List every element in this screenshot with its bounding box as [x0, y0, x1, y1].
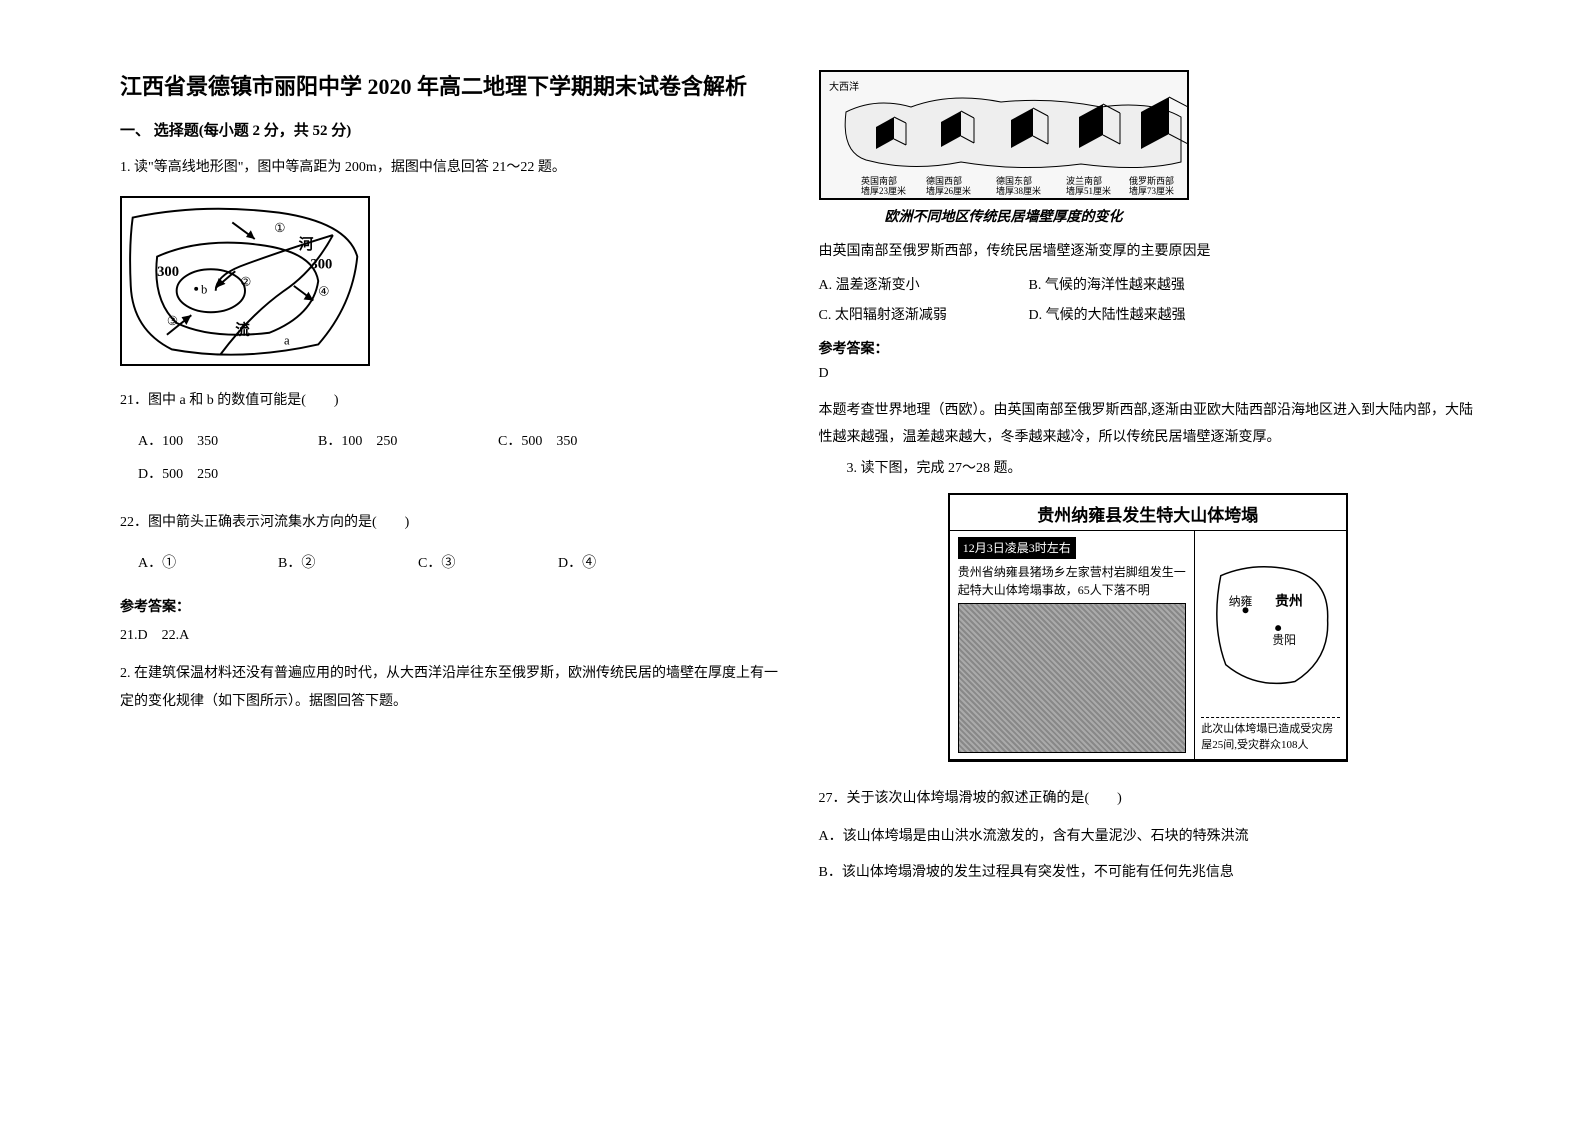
svg-text:墙厚23厘米: 墙厚23厘米 [861, 185, 906, 196]
q3-sub27-a: A．该山体垮塌是由山洪水流激发的，含有大量泥沙、石块的特殊洪流 [819, 823, 1478, 851]
news-figure: 贵州纳雍县发生特大山体垮塌 12月3日凌晨3时左右 贵州省纳雍县猪场乡左家营村岩… [948, 493, 1348, 762]
left-column: 江西省景德镇市丽阳中学 2020 年高二地理下学期期末试卷含解析 一、 选择题(… [100, 70, 799, 1082]
news-time-tag: 12月3日凌晨3时左右 [958, 537, 1076, 559]
svg-text:德国西部: 德国西部 [926, 175, 962, 186]
svg-text:300: 300 [310, 256, 332, 272]
q1-intro: 1. 读"等高线地形图"，图中等高距为 200m，据图中信息回答 21～22 题… [120, 154, 779, 182]
svg-text:墙厚73厘米: 墙厚73厘米 [1129, 185, 1174, 196]
opt-a: A．① [138, 547, 278, 581]
opt-d: D. 气候的大陆性越来越强 [1029, 304, 1239, 324]
q2-intro: 2. 在建筑保温材料还没有普遍应用的时代，从大西洋沿岸往东至俄罗斯，欧洲传统民居… [120, 660, 779, 716]
news-photo [958, 603, 1187, 753]
answer-label: 参考答案： [120, 596, 779, 616]
q2-explanation: 本题考查世界地理（西欧）。由英国南部至俄罗斯西部,逐渐由亚欧大陆西部沿海地区进入… [819, 398, 1478, 451]
news-right: 纳雍 贵州 贵阳 此次山体垮塌已造成受灾房屋25间,受灾群众108人 [1195, 531, 1345, 759]
europe-map-svg: 大西洋 英国南部墙厚23厘米 德国西部墙厚26厘米 德国东部墙厚38厘米 波兰南… [821, 72, 1189, 200]
svg-text:河: 河 [299, 235, 314, 253]
svg-text:贵州: 贵州 [1275, 593, 1303, 609]
answer-label: 参考答案： [819, 338, 1478, 358]
q2-options: A. 温差逐渐变小 B. 气候的海洋性越来越强 C. 太阳辐射逐渐减弱 D. 气… [819, 274, 1239, 324]
q2-question: 由英国南部至俄罗斯西部，传统民居墙壁逐渐变厚的主要原因是 [819, 238, 1478, 266]
contour-svg: ① 河 300 300 b ② ④ ③ 流 a [122, 198, 368, 364]
mini-map: 纳雍 贵州 贵阳 [1201, 537, 1339, 713]
svg-text:英国南部: 英国南部 [861, 175, 897, 186]
opt-d: D．④ [558, 547, 698, 581]
svg-text:俄罗斯西部: 俄罗斯西部 [1129, 175, 1174, 186]
svg-text:纳雍: 纳雍 [1229, 595, 1253, 609]
opt-a: A. 温差逐渐变小 [819, 274, 1029, 294]
q1-answer: 21.D 22.A [120, 624, 779, 644]
q1-sub22: 22．图中箭头正确表示河流集水方向的是( ) [120, 508, 779, 539]
q1-sub21: 21．图中 a 和 b 的数值可能是( ) [120, 386, 779, 417]
news-body: 12月3日凌晨3时左右 贵州省纳雍县猪场乡左家营村岩脚组发生一起特大山体垮塌事故… [950, 531, 1346, 760]
svg-text:①: ① [274, 221, 285, 235]
right-column: 大西洋 英国南部墙厚23厘米 德国西部墙厚26厘米 德国东部墙厚38厘米 波兰南… [799, 70, 1498, 1082]
svg-text:②: ② [240, 275, 251, 289]
svg-text:300: 300 [157, 264, 179, 280]
news-left: 12月3日凌晨3时左右 贵州省纳雍县猪场乡左家营村岩脚组发生一起特大山体垮塌事故… [950, 531, 1196, 759]
svg-text:德国东部: 德国东部 [996, 175, 1032, 186]
section-header: 一、 选择题(每小题 2 分，共 52 分) [120, 119, 779, 140]
svg-text:波兰南部: 波兰南部 [1066, 175, 1102, 186]
svg-text:b: b [201, 283, 207, 297]
svg-text:墙厚51厘米: 墙厚51厘米 [1066, 185, 1111, 196]
opt-c: C. 太阳辐射逐渐减弱 [819, 304, 1029, 324]
q3-intro: 3. 读下图，完成 27～28 题。 [819, 455, 1478, 483]
doc-title: 江西省景德镇市丽阳中学 2020 年高二地理下学期期末试卷含解析 [120, 70, 779, 103]
contour-figure: ① 河 300 300 b ② ④ ③ 流 a [120, 196, 370, 366]
svg-text:墙厚38厘米: 墙厚38厘米 [996, 185, 1041, 196]
q1-sub22-options: A．① B．② C．③ D．④ [138, 547, 779, 581]
opt-c: C．③ [418, 547, 558, 581]
svg-text:流: 流 [235, 321, 250, 339]
opt-a: A．100 350 [138, 425, 318, 459]
europe-map-figure: 大西洋 英国南部墙厚23厘米 德国西部墙厚26厘米 德国东部墙厚38厘米 波兰南… [819, 70, 1189, 200]
opt-b: B. 气候的海洋性越来越强 [1029, 274, 1239, 294]
opt-b: B．② [278, 547, 418, 581]
q2-answer: D [819, 366, 1478, 382]
svg-text:④: ④ [318, 285, 329, 299]
q1-sub21-options: A．100 350 B．100 250 C．500 350 D．500 250 [138, 425, 779, 492]
news-footer-note: 此次山体垮塌已造成受灾房屋25间,受灾群众108人 [1201, 717, 1339, 753]
opt-c: C．500 350 [498, 425, 678, 459]
opt-b: B．100 250 [318, 425, 498, 459]
q3-sub27-b: B．该山体垮塌滑坡的发生过程具有突发性，不可能有任何先兆信息 [819, 859, 1478, 887]
news-body-text: 贵州省纳雍县猪场乡左家营村岩脚组发生一起特大山体垮塌事故，65人下落不明 [958, 563, 1187, 599]
svg-text:a: a [284, 333, 290, 347]
svg-text:贵阳: 贵阳 [1272, 633, 1296, 647]
opt-d: D．500 250 [138, 458, 318, 492]
news-title: 贵州纳雍县发生特大山体垮塌 [950, 495, 1346, 531]
europe-map-caption: 欧洲不同地区传统民居墙壁厚度的变化 [819, 206, 1189, 226]
svg-text:③: ③ [167, 314, 178, 328]
svg-text:大西洋: 大西洋 [829, 80, 859, 93]
q3-sub27: 27．关于该次山体垮塌滑坡的叙述正确的是( ) [819, 784, 1478, 815]
svg-text:墙厚26厘米: 墙厚26厘米 [926, 185, 971, 196]
